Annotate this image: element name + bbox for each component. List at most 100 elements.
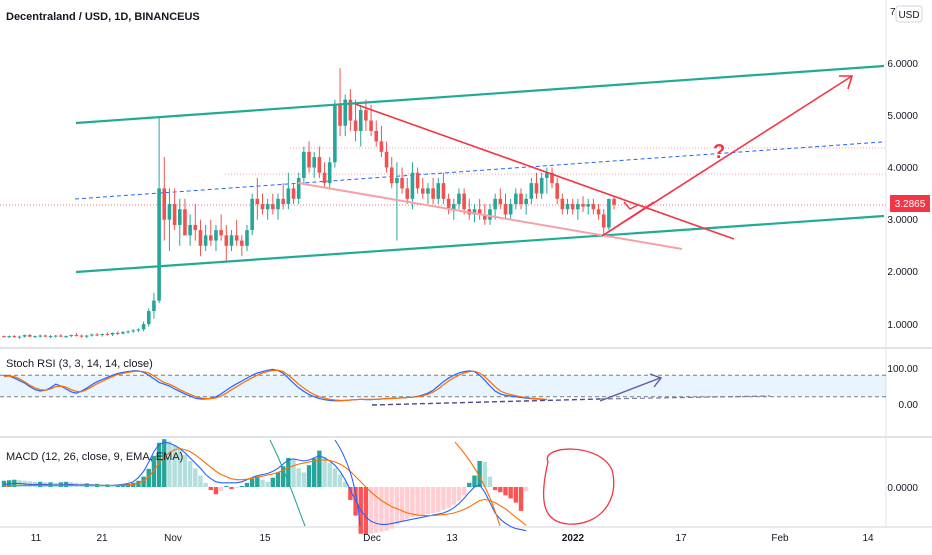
- macd-histogram-bar: [141, 476, 146, 487]
- candle-body: [576, 204, 580, 210]
- candle-body: [115, 332, 120, 334]
- macd-histogram-bar: [363, 487, 369, 535]
- macd-drawn-curve: [269, 439, 306, 527]
- candle-body: [281, 198, 285, 205]
- macd-title: MACD (12, 26, close, 9, EMA, EMA): [6, 451, 183, 463]
- candle-body: [369, 120, 373, 131]
- candle-body: [462, 193, 466, 210]
- macd-histogram-bar: [291, 459, 296, 487]
- macd-histogram-bar: [430, 487, 436, 513]
- stoch-band-fill: [0, 375, 886, 397]
- currency-button[interactable]: [895, 5, 923, 23]
- price-axis[interactable]: 7 6.0000 5.0000 4.0000 3.0000 2.0000 1.0000: [887, 7, 918, 331]
- candle-body: [343, 99, 348, 126]
- candle-body: [224, 235, 229, 246]
- candle-body: [483, 214, 487, 220]
- candle-body: [53, 335, 58, 337]
- macd-histogram-bar: [182, 454, 188, 487]
- candle-body: [198, 230, 203, 246]
- time-tick-label: 2022: [562, 533, 585, 544]
- macd-histogram-bar: [415, 487, 420, 517]
- candle-body: [395, 177, 399, 184]
- macd-histogram-bar: [332, 468, 338, 487]
- candle-body: [327, 162, 332, 184]
- macd-histogram-bar: [110, 484, 115, 487]
- candle-body: [431, 188, 435, 199]
- macd-histogram-bar: [286, 457, 291, 487]
- candle-body: [136, 329, 141, 331]
- candle-body: [317, 157, 322, 173]
- stoch-rsi-pane: Stoch RSI (3, 3, 14, 14, close) 100.00 0.…: [0, 358, 918, 411]
- candle-body: [384, 151, 389, 168]
- macd-histogram-bar: [472, 475, 477, 487]
- macd-histogram-bar: [368, 487, 374, 534]
- candle-body: [586, 204, 591, 207]
- candle-body: [591, 204, 596, 210]
- candle-body: [477, 209, 482, 215]
- candle-body: [245, 230, 249, 246]
- candle-body: [105, 334, 110, 336]
- candle-body: [364, 110, 368, 121]
- time-tick-label: Dec: [363, 533, 381, 544]
- candle-body: [550, 172, 554, 184]
- time-axis[interactable]: 11 21 Nov 15 Dec 13 2022 17 Feb 14: [31, 533, 874, 544]
- time-tick-label: 13: [446, 533, 458, 544]
- macd-histogram-bar: [167, 441, 172, 487]
- candle-body: [348, 99, 353, 121]
- macd-histogram-bar: [275, 472, 281, 487]
- price-pane: ? Decentraland / USD, 1D, BINANCEUS: [0, 11, 886, 339]
- candle-body: [457, 193, 461, 205]
- candle-body: [48, 336, 53, 338]
- candle-body: [276, 198, 280, 210]
- macd-histogram-bar: [384, 487, 389, 531]
- candle-body: [498, 198, 503, 205]
- candle-body: [524, 198, 528, 205]
- candle-body: [214, 230, 218, 241]
- candle-body: [203, 235, 208, 246]
- macd-histogram-bar: [213, 487, 219, 495]
- macd-histogram-bar: [523, 487, 529, 492]
- macd-histogram-bar: [405, 487, 410, 520]
- macd-histogram-bar: [477, 461, 482, 487]
- currency-label: USD: [898, 10, 919, 21]
- candle-body: [28, 335, 32, 337]
- macd-histogram-bar: [218, 487, 224, 492]
- macd-histogram-bar: [146, 468, 151, 487]
- candle-body: [291, 188, 296, 199]
- time-tick-label: 17: [675, 533, 687, 544]
- candle-body: [74, 335, 79, 337]
- macd-signal-line: [4, 447, 527, 526]
- price-tick-label: 2.0000: [887, 267, 918, 278]
- candle-body: [296, 177, 301, 199]
- macd-histogram-bar: [260, 479, 265, 487]
- macd-histogram-bar: [136, 480, 141, 487]
- macd-overlays: [269, 439, 615, 527]
- target-arrow-line: [601, 75, 853, 237]
- macd-drawn-curve: [334, 439, 361, 527]
- candle-body: [2, 336, 6, 338]
- macd-lines: [3, 441, 527, 532]
- candle-body: [570, 204, 575, 210]
- candle-body: [436, 183, 441, 199]
- macd-histogram-bar: [513, 487, 519, 503]
- macd-histogram-bar: [498, 487, 503, 493]
- macd-histogram-bar: [177, 448, 182, 487]
- macd-histogram-bar: [151, 455, 157, 487]
- time-tick-label: Feb: [771, 533, 789, 544]
- candle-body: [38, 335, 42, 337]
- candle-body: [33, 336, 37, 338]
- candle-body: [374, 130, 379, 142]
- candle-body: [389, 167, 394, 184]
- candle-body: [410, 172, 415, 199]
- macd-axis: 0.0000: [887, 483, 918, 494]
- time-tick-label: 14: [862, 533, 874, 544]
- candle-body: [167, 204, 172, 220]
- candle-body: [612, 198, 616, 205]
- time-tick-label: 21: [96, 533, 108, 544]
- macd-histogram-bar: [446, 487, 451, 508]
- candle-body: [234, 235, 239, 241]
- candle-body: [110, 332, 115, 335]
- channel-lower-line: [75, 214, 885, 274]
- macd-histogram-bar: [461, 487, 467, 496]
